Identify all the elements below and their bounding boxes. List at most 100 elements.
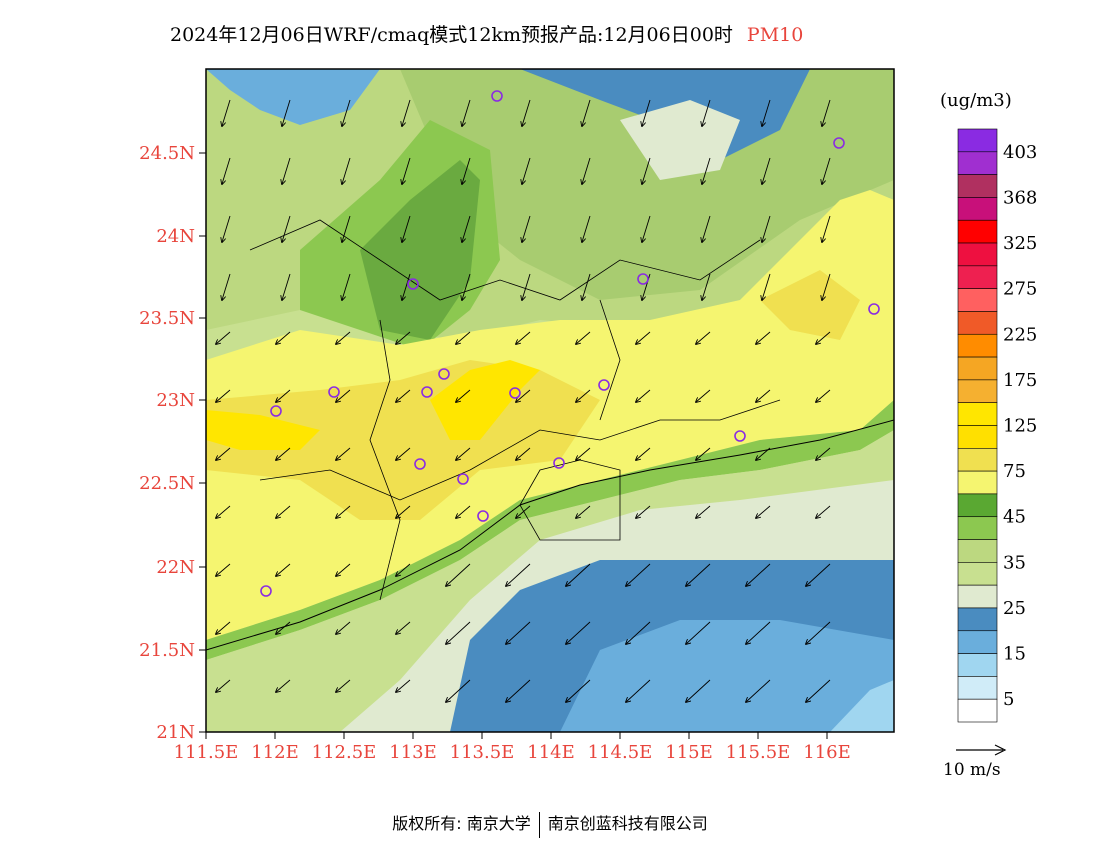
station-marker	[457, 473, 469, 485]
station-marker	[477, 510, 489, 522]
wind-arrow	[282, 157, 291, 184]
colorbar-segment	[957, 516, 998, 540]
wind-arrow	[276, 331, 291, 344]
wind-arrow	[686, 621, 711, 644]
wind-arrow	[702, 157, 711, 184]
colorbar-segment	[957, 333, 998, 358]
wind-arrow	[462, 215, 471, 242]
station-markers	[260, 90, 880, 597]
wind-arrow	[462, 99, 471, 126]
wind-arrow	[506, 563, 531, 586]
wind-arrow	[342, 215, 351, 242]
wind-reference-arrow	[956, 744, 1007, 756]
colorbar-segment	[957, 448, 998, 472]
wind-arrow	[516, 505, 531, 518]
colorbar-segment	[957, 311, 998, 335]
colorbar-segment	[957, 128, 998, 153]
station-marker	[438, 368, 450, 380]
wind-arrow	[816, 331, 831, 344]
wind-arrow	[522, 99, 531, 126]
wind-arrow	[516, 447, 531, 460]
lat-tick-label: 24.5N	[139, 143, 195, 164]
wind-arrow	[402, 273, 411, 300]
lon-tick-label: 113.5E	[450, 742, 515, 763]
colorbar-label: 5	[1003, 689, 1014, 710]
wind-arrow	[462, 157, 471, 184]
colorbar-segment	[957, 242, 998, 267]
wind-arrow	[702, 99, 711, 126]
station-marker	[734, 430, 746, 442]
colorbar-segment	[957, 493, 998, 518]
wind-arrow	[222, 157, 231, 184]
colorbar-segment	[957, 402, 998, 426]
wind-arrow	[222, 273, 231, 300]
map-title: 2024年12月06日WRF/cmaq模式12km预报产品:12月06日00时 P…	[170, 20, 803, 47]
wind-arrow	[336, 505, 351, 518]
wind-arrow	[696, 505, 711, 518]
wind-arrow	[222, 99, 231, 126]
footer-separator	[538, 811, 540, 838]
copyright-footer: 版权所有: 南京大学 南京创蓝科技有限公司	[0, 810, 1100, 838]
wind-arrow	[276, 679, 291, 692]
wind-arrow	[276, 447, 291, 460]
lon-tick-label: 111.5E	[174, 742, 239, 763]
wind-arrow	[746, 563, 771, 586]
colorbar-segment	[957, 653, 998, 677]
footer-right: 南京创蓝科技有限公司	[547, 814, 708, 833]
wind-arrow	[516, 389, 531, 402]
wind-arrow	[462, 273, 471, 300]
wind-arrow	[522, 215, 531, 242]
colorbar-label: 125	[1003, 416, 1037, 437]
lat-tick-label: 23.5N	[139, 308, 195, 329]
wind-arrow	[216, 331, 231, 344]
colorbar-segment	[957, 151, 998, 175]
wind-vectors	[216, 99, 831, 702]
station-marker	[509, 387, 521, 399]
wind-arrow	[522, 273, 531, 300]
longitude-axis: 111.5E 112E 112.5E 113E 113.5E 114E 114.5E 115E…	[174, 732, 851, 763]
wind-arrow	[276, 621, 291, 634]
wind-arrow	[446, 621, 471, 644]
wind-arrow	[756, 389, 771, 402]
wind-arrow	[756, 447, 771, 460]
wind-arrow	[342, 273, 351, 300]
lat-tick-label: 24N	[156, 226, 195, 247]
station-marker	[407, 278, 419, 290]
wind-arrow	[642, 215, 651, 242]
wind-arrow	[216, 389, 231, 402]
wind-arrow	[396, 679, 411, 692]
wind-arrow	[396, 331, 411, 344]
station-marker	[598, 379, 610, 391]
wind-arrow	[342, 99, 351, 126]
footer-left: 版权所有: 南京大学	[392, 814, 531, 833]
wind-arrow	[576, 331, 591, 344]
wind-arrow	[816, 505, 831, 518]
wind-arrow	[522, 157, 531, 184]
colorbar-segment	[957, 470, 998, 495]
station-marker	[833, 137, 845, 149]
colorbar-label: 275	[1003, 279, 1037, 300]
wind-arrow	[566, 621, 591, 644]
wind-arrow	[822, 215, 831, 242]
wind-arrow	[396, 389, 411, 402]
colorbar-segment	[957, 425, 998, 449]
pm10-field	[206, 69, 894, 732]
colorbar-label: 403	[1003, 142, 1037, 163]
wind-arrow	[446, 679, 471, 702]
wind-arrow	[636, 505, 651, 518]
lon-tick-label: 115E	[665, 742, 713, 763]
wind-arrow	[396, 621, 411, 634]
lon-tick-label: 114E	[527, 742, 575, 763]
lat-tick-label: 23N	[156, 390, 195, 411]
wind-arrow	[216, 679, 231, 692]
wind-arrow	[446, 563, 471, 586]
colorbar-segment	[957, 584, 998, 609]
wind-arrow	[396, 505, 411, 518]
wind-arrow	[756, 505, 771, 518]
wind-arrow	[336, 563, 351, 576]
wind-arrow	[456, 447, 471, 460]
wind-arrow	[222, 215, 231, 242]
station-marker	[270, 405, 282, 417]
wind-arrow	[282, 215, 291, 242]
colorbar-segment	[957, 219, 998, 244]
